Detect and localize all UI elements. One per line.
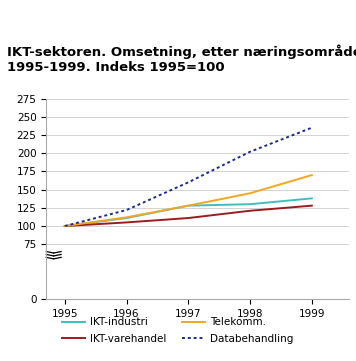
- Legend: IKT-industri, IKT-varehandel, Telekomm., Databehandling: IKT-industri, IKT-varehandel, Telekomm.,…: [58, 313, 298, 348]
- Text: IKT-sektoren. Omsetning, etter næringsområde.
1995-1999. Indeks 1995=100: IKT-sektoren. Omsetning, etter næringsom…: [7, 44, 356, 74]
